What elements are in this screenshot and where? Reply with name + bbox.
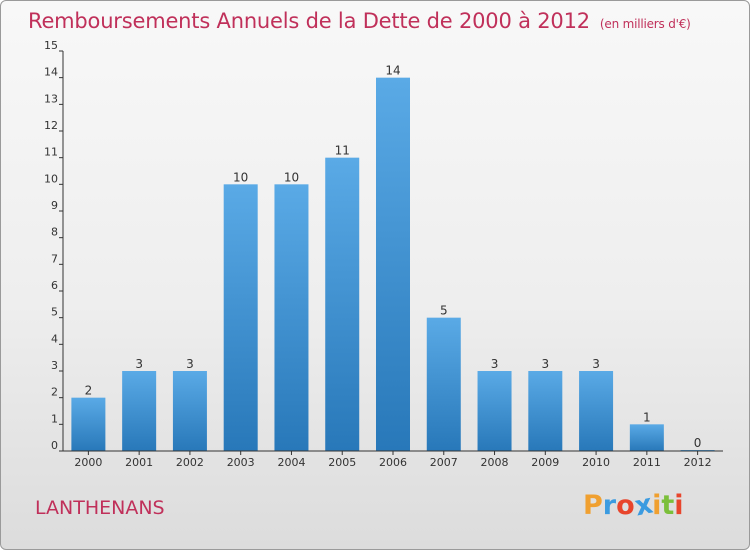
chart-unit-note: (en milliers d'€) [599, 17, 691, 31]
y-tick-label: 15 [44, 39, 58, 52]
data-label-2004: 10 [284, 170, 299, 184]
bar-2008 [477, 371, 512, 451]
proxiti-logo-letter: P [583, 490, 603, 521]
y-tick-label: 13 [44, 92, 58, 105]
data-label-2010: 3 [592, 357, 600, 371]
data-label-2012: 0 [694, 436, 702, 450]
bar-2001 [122, 371, 157, 451]
commune-name: LANTHENANS [35, 497, 165, 519]
y-tick-label: 1 [51, 412, 58, 425]
x-tick-label-2012: 2012 [684, 456, 712, 469]
y-tick-label: 6 [51, 279, 58, 292]
y-tick-label: 9 [51, 199, 58, 212]
y-tick-label: 12 [44, 119, 58, 132]
x-tick-label-2001: 2001 [125, 456, 153, 469]
bar-2006 [376, 77, 410, 452]
chart-title-text: Remboursements Annuels de la Dette de 20… [28, 9, 590, 33]
x-tick-label-2006: 2006 [379, 456, 407, 469]
data-label-2007: 5 [440, 304, 448, 318]
data-label-2001: 3 [135, 357, 143, 371]
x-tick-label-2000: 2000 [74, 456, 102, 469]
proxiti-logo-letter: i [674, 490, 684, 521]
x-tick-label-2004: 2004 [277, 456, 305, 469]
proxiti-logo-letter: i [652, 490, 662, 521]
proxiti-logo-letter: t [661, 490, 675, 521]
proxiti-logo-letter: o [616, 490, 635, 521]
y-tick-label: 10 [44, 172, 58, 185]
bar-2002 [172, 371, 207, 451]
data-label-2008: 3 [491, 357, 499, 371]
x-tick-label-2003: 2003 [227, 456, 255, 469]
bar-2003 [223, 184, 258, 452]
data-label-2003: 10 [233, 170, 248, 184]
y-tick-label: 3 [51, 359, 58, 372]
data-label-2011: 1 [643, 410, 651, 424]
x-tick-label-2010: 2010 [582, 456, 610, 469]
y-tick-label: 14 [44, 66, 58, 79]
x-tick-label-2008: 2008 [481, 456, 509, 469]
y-tick-label: 0 [51, 439, 58, 452]
x-tick-label-2007: 2007 [430, 456, 458, 469]
proxiti-logo-letter: r [602, 490, 617, 521]
x-tick-label-2009: 2009 [531, 456, 559, 469]
y-tick-label: 2 [51, 386, 58, 399]
data-label-2006: 14 [385, 64, 400, 78]
chart-title: Remboursements Annuels de la Dette de 20… [28, 9, 691, 33]
y-tick-label: 8 [51, 226, 58, 239]
x-tick-label-2011: 2011 [633, 456, 661, 469]
data-label-2000: 2 [85, 384, 93, 398]
data-label-2009: 3 [541, 357, 549, 371]
bar-2004 [274, 184, 309, 452]
y-tick-label: 4 [51, 332, 58, 345]
y-tick-label: 11 [44, 146, 58, 159]
data-label-2002: 3 [186, 357, 194, 371]
y-tick-label: 5 [51, 306, 58, 319]
bar-2007 [426, 317, 461, 451]
bar-2010 [579, 371, 614, 451]
bar-2009 [528, 371, 563, 451]
y-tick-label: 7 [51, 252, 58, 265]
x-axis: 2000 2001 2002 2003 2004 2005 2006 2007 2008 2009… [63, 450, 723, 469]
bar-2005 [325, 157, 360, 451]
bar-2000 [71, 397, 106, 451]
data-label-2005: 11 [335, 144, 350, 158]
bar-2011 [629, 424, 664, 451]
x-tick-label-2005: 2005 [328, 456, 356, 469]
x-tick-label-2002: 2002 [176, 456, 204, 469]
proxiti-logo: Proxiti [583, 489, 684, 523]
